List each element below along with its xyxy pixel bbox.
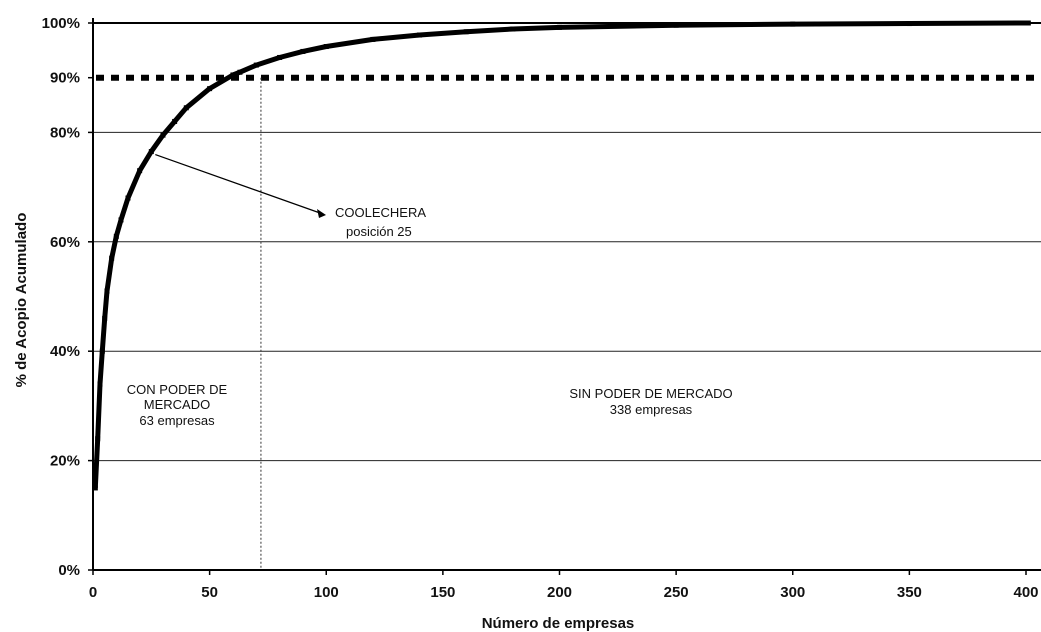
annotation-arrowhead (317, 209, 326, 218)
y-tick-label: 40% (50, 343, 80, 360)
data-point (300, 48, 306, 54)
right-region-line1: SIN PODER DE MERCADO (569, 386, 732, 401)
x-tick-labels: 0 50 100 150 200 250 300 350 400 (89, 570, 1039, 601)
data-point (510, 26, 516, 32)
x-tick-label: 400 (1013, 584, 1038, 601)
x-tick-label: 50 (201, 584, 218, 601)
data-point (417, 32, 423, 38)
data-point (237, 69, 243, 75)
y-tick-labels: 0% 20% 40% 60% 80% 90% 100% (42, 15, 93, 579)
data-point (99, 348, 105, 354)
data-point (97, 381, 103, 387)
curve-markers (92, 20, 1031, 491)
y-tick-label: 100% (42, 15, 80, 32)
data-point (125, 195, 131, 201)
x-tick-label: 300 (780, 584, 805, 601)
x-tick-label: 250 (664, 584, 689, 601)
data-point (323, 44, 329, 50)
y-tick-label: 80% (50, 124, 80, 141)
data-point (104, 288, 110, 294)
data-point (118, 217, 124, 223)
data-point (277, 54, 283, 60)
cumulative-curve (92, 20, 1029, 489)
left-region-line3: 63 empresas (139, 413, 215, 428)
y-tick-label: 90% (50, 70, 80, 87)
data-point (113, 233, 119, 239)
left-region-line2: MERCADO (144, 397, 210, 412)
data-point (109, 255, 115, 261)
data-point (160, 132, 166, 138)
left-region-line1: CON PODER DE (127, 382, 228, 397)
data-point (557, 24, 562, 30)
data-point (102, 315, 108, 321)
data-point (137, 168, 143, 174)
data-point (790, 21, 796, 27)
data-point (148, 149, 154, 155)
data-point (92, 485, 98, 491)
annotation-leader-line (155, 153, 321, 214)
data-point (172, 118, 178, 124)
y-tick-label: 0% (58, 562, 80, 579)
data-point (95, 436, 101, 442)
x-tick-label: 150 (430, 584, 455, 601)
data-point (673, 22, 679, 28)
x-tick-label: 200 (547, 584, 572, 601)
right-region-line2: 338 empresas (610, 402, 693, 417)
data-point (370, 36, 376, 42)
data-point (230, 72, 236, 78)
data-point (463, 29, 469, 35)
axes (92, 18, 1041, 571)
data-point (207, 86, 213, 92)
x-tick-label: 100 (314, 584, 339, 601)
x-axis-title: Número de empresas (482, 615, 635, 632)
data-point (183, 105, 189, 111)
y-tick-label: 60% (50, 234, 80, 251)
data-point (253, 62, 259, 68)
gridlines (93, 22, 1041, 462)
annotation-company-name: COOLECHERA (335, 205, 426, 220)
x-tick-label: 350 (897, 584, 922, 601)
y-axis-title: % de Acopio Acumulado (13, 213, 30, 388)
x-tick-label: 0 (89, 584, 97, 601)
annotation-company-position: posición 25 (346, 224, 412, 239)
y-tick-label: 20% (50, 453, 80, 470)
